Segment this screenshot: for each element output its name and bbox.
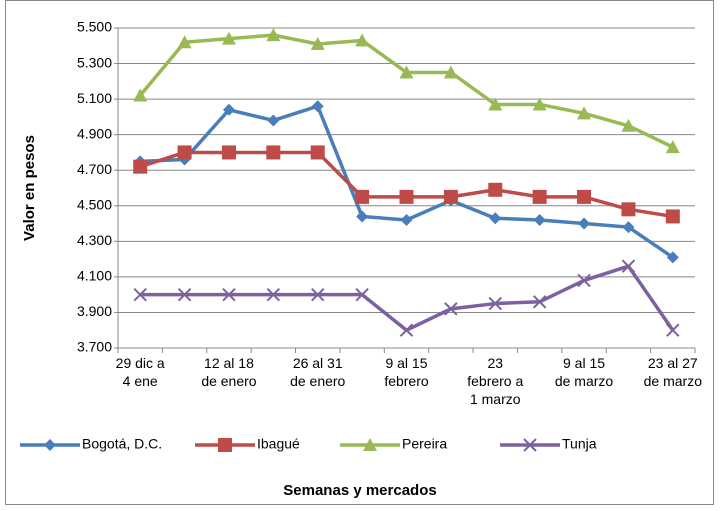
point bbox=[666, 251, 679, 264]
point bbox=[266, 28, 281, 42]
point bbox=[221, 145, 236, 160]
legend-marker bbox=[363, 438, 377, 451]
legend-marker bbox=[523, 438, 537, 452]
point bbox=[221, 31, 236, 45]
point bbox=[177, 287, 192, 302]
series bbox=[133, 259, 680, 337]
legend-label: Bogotá, D.C. bbox=[82, 436, 162, 452]
point bbox=[488, 296, 502, 311]
point bbox=[400, 214, 413, 226]
point bbox=[266, 145, 281, 160]
point bbox=[310, 145, 325, 160]
y-axis-title: Valor en pesos bbox=[21, 135, 38, 241]
chart-border bbox=[5, 0, 714, 505]
point bbox=[310, 37, 325, 50]
y-tick-label: 5.100 bbox=[77, 90, 112, 106]
y-tick-label: 4.900 bbox=[77, 125, 112, 141]
y-tick-label: 4.500 bbox=[77, 196, 112, 212]
point bbox=[533, 214, 546, 226]
x-tick-label: 9 al 15 de marzo bbox=[555, 355, 614, 389]
legend-label: Pereira bbox=[402, 436, 447, 452]
point bbox=[443, 189, 458, 204]
point bbox=[311, 287, 325, 302]
x-tick-label: 26 al 31 de enero bbox=[290, 355, 345, 389]
point bbox=[355, 189, 370, 204]
y-tick-label: 5.300 bbox=[77, 54, 112, 70]
point bbox=[356, 210, 369, 223]
point bbox=[621, 118, 636, 132]
point bbox=[177, 145, 192, 160]
y-tick-label: 3.700 bbox=[77, 339, 112, 355]
point bbox=[578, 217, 591, 230]
point bbox=[665, 140, 680, 154]
point bbox=[621, 202, 636, 217]
x-axis-title: Semanas y mercados bbox=[283, 482, 436, 499]
point bbox=[577, 106, 592, 120]
y-tick-label: 4.700 bbox=[77, 161, 112, 177]
point bbox=[133, 88, 148, 102]
point bbox=[577, 273, 591, 288]
y-tick-label: 5.500 bbox=[77, 19, 112, 35]
point bbox=[177, 35, 192, 49]
point bbox=[266, 287, 281, 302]
point bbox=[488, 97, 503, 111]
point bbox=[399, 323, 414, 337]
point bbox=[621, 259, 636, 273]
point bbox=[355, 33, 370, 47]
point bbox=[489, 212, 502, 225]
y-tick-label: 3.900 bbox=[77, 303, 112, 319]
point bbox=[222, 287, 236, 302]
point bbox=[532, 189, 547, 204]
point bbox=[222, 103, 235, 116]
point bbox=[133, 287, 147, 302]
point bbox=[488, 182, 503, 197]
legend-marker bbox=[44, 439, 56, 451]
legend-marker bbox=[218, 438, 232, 452]
legend-label: Tunja bbox=[562, 436, 597, 452]
point bbox=[665, 209, 680, 224]
point bbox=[443, 65, 458, 79]
y-tick-label: 4.100 bbox=[77, 268, 112, 284]
point bbox=[622, 221, 635, 234]
point bbox=[532, 295, 547, 309]
point bbox=[133, 159, 148, 174]
point bbox=[399, 189, 414, 204]
point bbox=[666, 323, 680, 337]
series bbox=[133, 145, 680, 224]
point bbox=[267, 114, 280, 127]
point bbox=[532, 97, 547, 111]
point bbox=[444, 302, 458, 316]
series bbox=[133, 28, 680, 154]
legend-label: Ibagué bbox=[257, 436, 300, 452]
x-tick-label: 23 al 27 de marzo bbox=[644, 355, 703, 389]
point bbox=[577, 189, 592, 204]
point bbox=[399, 65, 414, 79]
y-tick-label: 4.300 bbox=[77, 232, 112, 248]
x-tick-label: 12 al 18 de enero bbox=[201, 355, 256, 389]
point bbox=[311, 100, 324, 113]
x-tick-label: 9 al 15 febrero bbox=[384, 355, 429, 389]
point bbox=[355, 287, 369, 302]
